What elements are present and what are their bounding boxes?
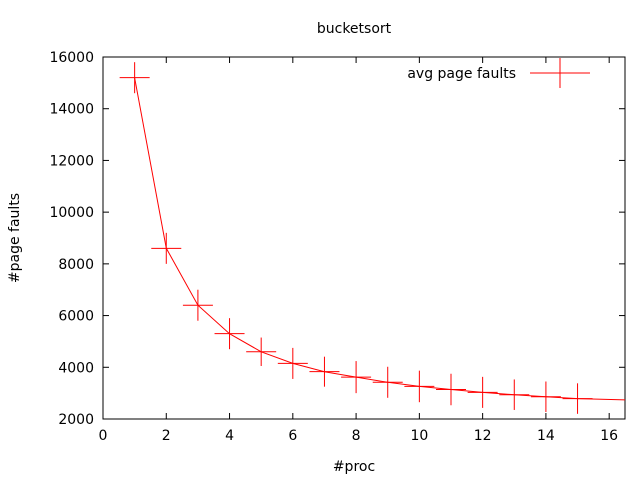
x-tick-label: 10 — [410, 428, 428, 444]
x-tick-label: 8 — [352, 428, 361, 444]
x-tick-label: 16 — [600, 428, 618, 444]
x-tick-label: 12 — [474, 428, 492, 444]
x-tick-label: 0 — [99, 428, 108, 444]
legend: avg page faults — [407, 58, 590, 88]
chart-title: bucketsort — [317, 21, 392, 37]
y-tick-label: 8000 — [58, 257, 94, 273]
series-line — [134, 77, 626, 401]
x-axis-label: #proc — [333, 459, 375, 475]
y-tick-label: 12000 — [49, 153, 94, 169]
x-tick-label: 6 — [288, 428, 297, 444]
plot-frame — [102, 56, 626, 420]
y-tick-label: 16000 — [49, 50, 94, 66]
y-tick-label: 6000 — [58, 309, 94, 325]
y-tick-label: 2000 — [58, 412, 94, 428]
x-tick-label: 14 — [537, 428, 555, 444]
x-tick-label: 2 — [162, 428, 171, 444]
x-tick-label: 4 — [225, 428, 234, 444]
axis-ticks: 0 2 4 6 8 10 12 14 16 2000 4000 6000 8000 10000 12000 1… — [49, 50, 625, 444]
series-avg-page-faults — [119, 62, 626, 414]
y-tick-label: 4000 — [58, 360, 94, 376]
y-tick-label: 10000 — [49, 205, 94, 221]
y-axis-label: #page faults — [7, 193, 23, 283]
y-tick-label: 14000 — [49, 102, 94, 118]
legend-label: avg page faults — [407, 66, 516, 82]
